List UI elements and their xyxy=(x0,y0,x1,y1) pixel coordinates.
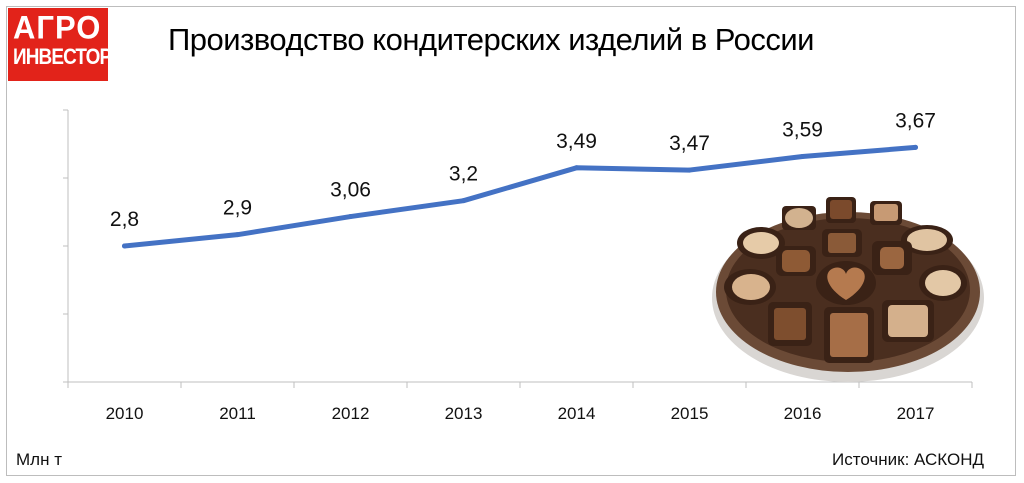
x-tick-label: 2015 xyxy=(671,404,709,423)
series-line xyxy=(122,144,918,249)
x-tick-label: 2011 xyxy=(219,404,256,423)
data-label: 3,2 xyxy=(449,163,478,186)
data-label: 3,06 xyxy=(330,179,371,202)
data-label: 2,8 xyxy=(110,208,139,231)
data-label: 3,49 xyxy=(556,130,597,153)
data-label: 3,59 xyxy=(782,118,823,141)
data-point xyxy=(800,153,805,159)
agroinvestor-logo: АГРО ИНВЕСТОР xyxy=(8,8,112,81)
y-unit-label: Млн т xyxy=(16,450,62,469)
data-point xyxy=(122,243,127,249)
x-tick-label: 2014 xyxy=(558,404,596,423)
x-tick-label: 2013 xyxy=(445,404,483,423)
data-point xyxy=(913,144,918,150)
logo-line1: АГРО xyxy=(13,9,102,46)
data-point xyxy=(348,214,353,220)
logo-line2: ИНВЕСТОР xyxy=(13,44,112,69)
data-point xyxy=(235,232,240,238)
data-label: 3,47 xyxy=(669,132,710,155)
x-tick-label: 2017 xyxy=(897,404,935,423)
chocolate-box-image xyxy=(712,197,984,382)
chart-title: Производство кондитерских изделий в Росс… xyxy=(168,22,814,57)
x-tick-label: 2016 xyxy=(784,404,822,423)
plot-area: 2,8 2,9 3,06 3,2 3,49 3,47 3,59 3,67 xyxy=(110,109,936,249)
axes: 2010 2011 2012 2013 2014 2015 2016 2017 xyxy=(63,109,973,423)
data-point xyxy=(687,167,692,173)
x-tick-label: 2010 xyxy=(106,404,144,423)
data-point xyxy=(574,165,579,171)
data-label: 2,9 xyxy=(223,197,252,220)
x-tick-label: 2012 xyxy=(332,404,370,423)
data-point xyxy=(461,198,466,204)
data-label: 3,67 xyxy=(895,109,936,132)
source-note: Источник: АСКОНД xyxy=(832,450,984,469)
